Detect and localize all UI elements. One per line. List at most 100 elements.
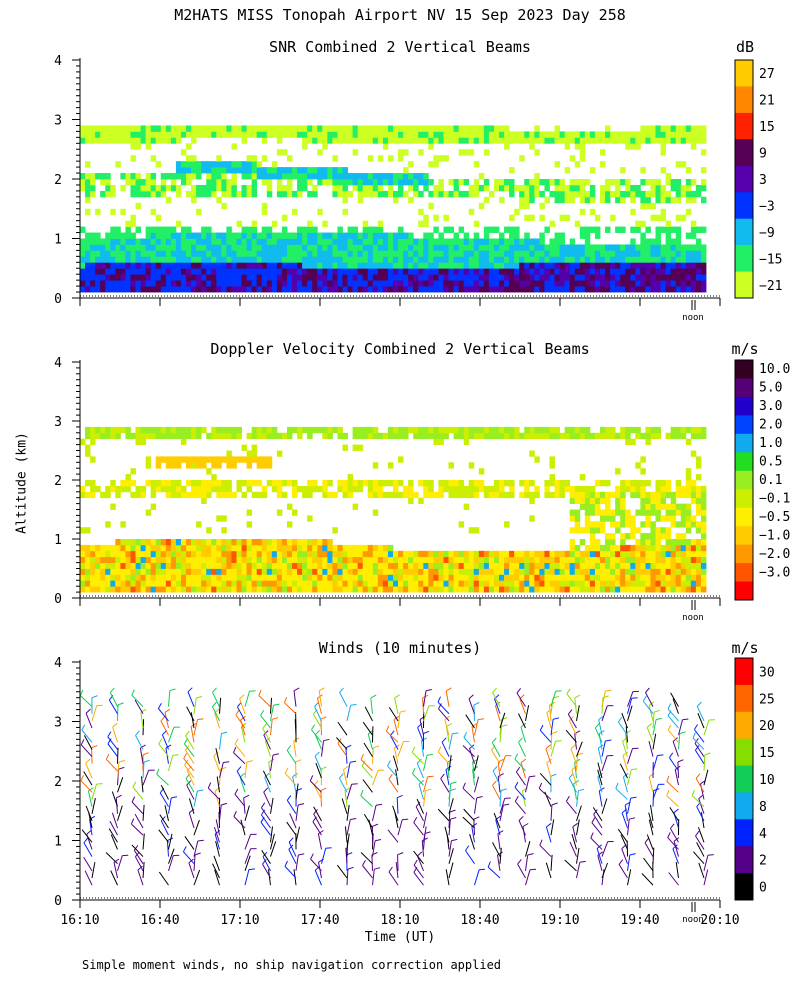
data-cell	[554, 586, 560, 593]
wind-barb-feather	[258, 689, 262, 696]
wind-barb-feather	[91, 695, 98, 699]
data-cell	[302, 574, 308, 581]
data-cell	[700, 580, 707, 587]
data-cell	[382, 586, 389, 593]
data-cell	[312, 262, 318, 269]
data-cell	[130, 137, 136, 144]
y-tick-label: 4	[54, 356, 62, 371]
data-cell	[579, 256, 586, 263]
data-cell	[281, 125, 288, 132]
data-cell	[463, 562, 470, 569]
data-cell	[635, 268, 641, 275]
data-cell	[695, 256, 702, 263]
data-cell	[140, 262, 147, 269]
data-cell	[110, 586, 116, 593]
data-cell	[322, 539, 328, 546]
data-cell	[700, 491, 707, 499]
wind-barb	[388, 707, 399, 722]
data-cell	[413, 286, 419, 293]
data-cell	[342, 137, 348, 144]
data-cell	[584, 509, 591, 516]
wind-barb	[601, 798, 608, 814]
data-cell	[509, 432, 515, 440]
wind-barb	[314, 706, 322, 722]
data-cell	[95, 426, 101, 434]
data-cell	[150, 539, 157, 546]
data-cell	[165, 562, 172, 569]
data-cell	[292, 268, 298, 275]
data-cell	[453, 432, 460, 440]
wind-barb	[159, 814, 169, 829]
wind-barb-feather	[313, 809, 318, 815]
wind-barb	[492, 785, 501, 800]
data-cell	[630, 562, 636, 569]
data-cell	[594, 131, 601, 138]
data-cell	[660, 214, 667, 222]
data-cell	[327, 268, 333, 275]
data-cell	[700, 503, 707, 510]
wind-barb	[448, 840, 452, 857]
data-cell	[584, 226, 591, 233]
data-cell	[418, 568, 424, 575]
data-cell	[130, 556, 136, 563]
data-cell	[191, 238, 197, 245]
data-cell	[362, 137, 369, 144]
data-cell	[130, 280, 136, 287]
data-cell	[85, 161, 91, 168]
data-cell	[438, 125, 444, 132]
data-cell	[236, 480, 242, 487]
data-cell	[216, 268, 222, 275]
data-cell	[332, 491, 338, 499]
wind-barb	[158, 743, 169, 757]
data-cell	[155, 244, 162, 251]
wind-barb-feather	[570, 744, 576, 750]
data-cell	[216, 480, 222, 487]
wind-barb	[576, 805, 582, 822]
data-cell	[337, 568, 343, 575]
wind-barb	[494, 705, 501, 722]
data-cell	[610, 214, 616, 222]
data-cell	[312, 268, 318, 275]
data-cell	[665, 256, 672, 263]
data-cell	[180, 232, 187, 239]
data-cell	[165, 232, 172, 239]
data-cell	[155, 568, 162, 575]
data-cell	[393, 179, 399, 186]
wind-barb	[622, 755, 628, 772]
data-cell	[216, 544, 222, 552]
data-cell	[529, 131, 535, 138]
data-cell	[352, 173, 359, 180]
data-cell	[594, 432, 601, 440]
data-cell	[100, 137, 106, 144]
data-cell	[297, 580, 303, 587]
data-cell	[165, 256, 172, 263]
data-cell	[271, 280, 278, 287]
data-cell	[650, 568, 656, 575]
data-cell	[271, 580, 278, 587]
data-cell	[367, 580, 374, 587]
data-cell	[579, 474, 586, 481]
data-cell	[90, 131, 96, 138]
data-cell	[130, 491, 136, 499]
data-cell	[191, 280, 197, 287]
wind-barb	[240, 726, 246, 743]
data-cell	[246, 184, 253, 192]
data-cell	[665, 226, 672, 233]
data-cell	[539, 568, 545, 575]
data-cell	[655, 286, 661, 293]
data-cell	[499, 580, 505, 587]
data-cell	[398, 256, 404, 263]
data-cell	[155, 280, 162, 287]
data-cell	[393, 568, 399, 575]
data-cell	[302, 131, 308, 138]
data-cell	[625, 580, 631, 587]
data-cell	[478, 125, 485, 132]
data-cell	[610, 432, 616, 440]
wind-barb-feather	[425, 689, 432, 692]
data-cell	[170, 432, 177, 440]
data-cell	[120, 125, 126, 132]
data-cell	[685, 274, 692, 281]
data-cell	[352, 480, 359, 487]
data-cell	[100, 280, 106, 287]
data-cell	[690, 568, 697, 575]
